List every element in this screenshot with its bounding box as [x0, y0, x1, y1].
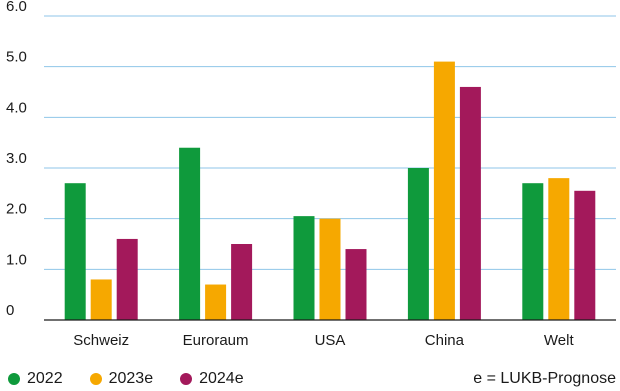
chart-legend: 2022 2023e 2024e [8, 370, 271, 388]
legend-label-2023e: 2023e [108, 370, 154, 387]
bar-2024e-welt [574, 190, 596, 320]
x-tick-label: Welt [544, 332, 575, 349]
legend-label-2024e: 2024e [199, 370, 244, 387]
legend-swatch-2024e [180, 373, 193, 385]
y-tick-label: 2.0 [6, 201, 27, 218]
bar-2023e-china [433, 61, 455, 320]
legend-item-2023e: 2023e [89, 370, 154, 388]
bar-2023e-euroraum [205, 284, 227, 320]
legend-swatch-2023e [89, 373, 102, 385]
x-tick-label: Schweiz [73, 332, 129, 349]
bar-2023e-welt [548, 178, 570, 320]
bar-2022-euroraum [179, 147, 201, 320]
bar-2024e-schweiz [116, 238, 138, 320]
bar-2023e-usa [319, 218, 341, 320]
legend-item-2024e: 2024e [180, 370, 244, 388]
bar-2022-schweiz [64, 183, 86, 320]
y-tick-label: 1.0 [6, 251, 27, 268]
x-tick-label: Euroraum [183, 332, 249, 349]
y-tick-label: 6.0 [6, 0, 27, 15]
bar-2024e-china [459, 86, 481, 320]
x-tick-label: China [425, 332, 465, 349]
x-tick-label: USA [315, 332, 346, 349]
bar-2022-welt [522, 183, 544, 320]
bar-2022-usa [293, 216, 315, 320]
bar-2024e-usa [345, 249, 367, 320]
y-tick-label: 5.0 [6, 49, 27, 66]
forecast-note: e = LUKB-Prognose [473, 370, 616, 387]
bar-2022-china [407, 168, 429, 320]
legend-swatch-2022 [8, 373, 20, 385]
y-tick-label: 4.0 [6, 99, 27, 116]
y-tick-label: 0 [6, 302, 14, 319]
bar-2023e-schweiz [90, 279, 112, 320]
legend-label-2022: 2022 [27, 370, 63, 387]
y-tick-label: 3.0 [6, 150, 27, 167]
bar-2024e-euroraum [231, 244, 253, 320]
legend-item-2022: 2022 [8, 370, 63, 388]
